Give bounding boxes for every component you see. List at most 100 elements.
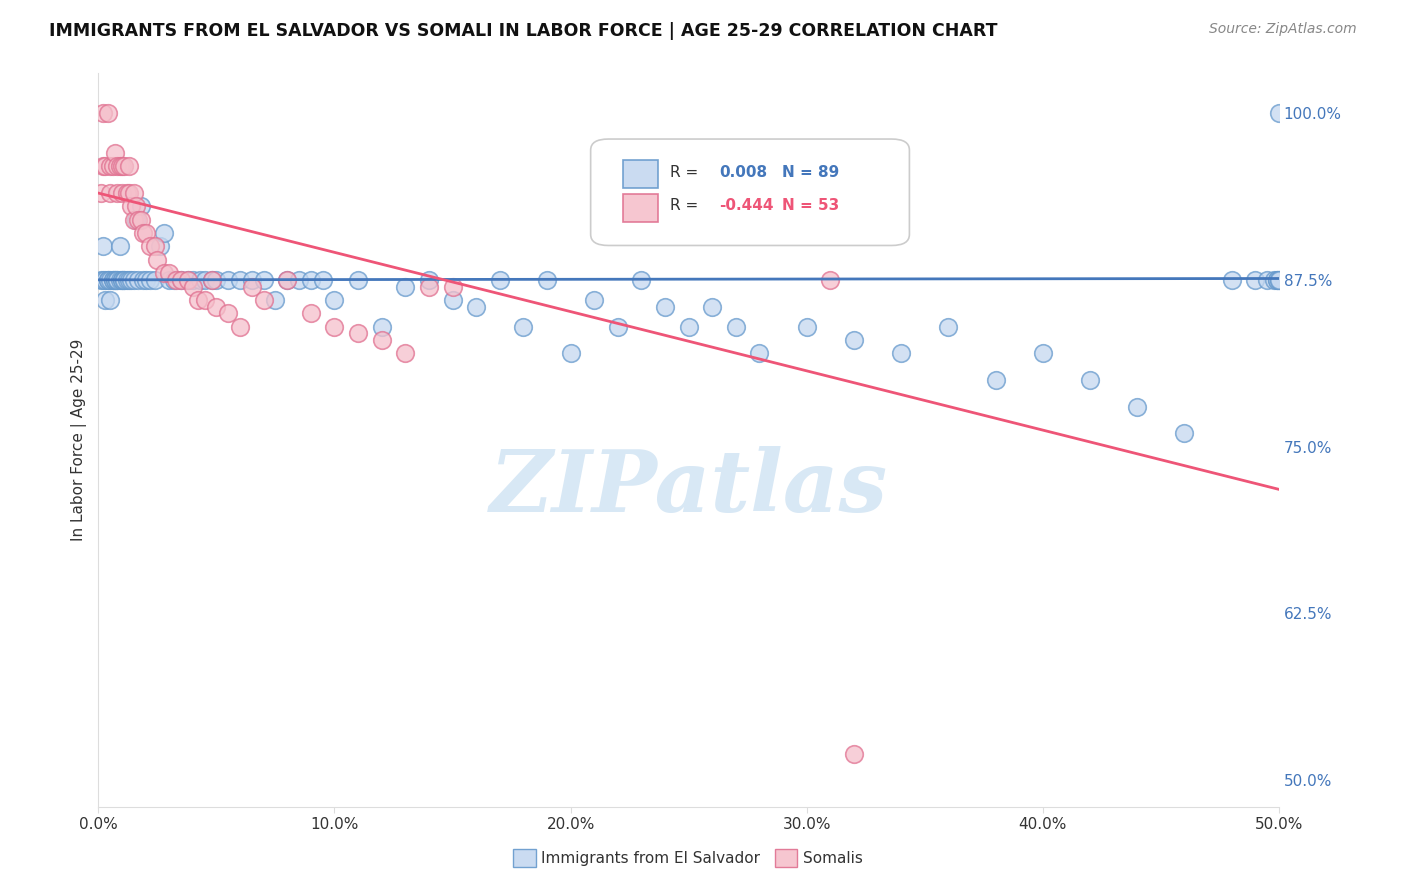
Text: IMMIGRANTS FROM EL SALVADOR VS SOMALI IN LABOR FORCE | AGE 25-29 CORRELATION CHA: IMMIGRANTS FROM EL SALVADOR VS SOMALI IN… (49, 22, 998, 40)
FancyBboxPatch shape (591, 139, 910, 245)
Point (132, 273, 155, 287)
Point (1032, 346, 1054, 360)
Point (127, 273, 149, 287)
Point (97, 106, 120, 120)
Point (91, 106, 114, 120)
Bar (775, 849, 797, 867)
Point (842, 333, 865, 347)
Point (157, 266, 180, 280)
Point (441, 293, 464, 307)
Point (170, 273, 193, 287)
Point (1256, 273, 1278, 287)
Point (165, 273, 187, 287)
Point (90, 186, 112, 200)
Point (1268, 273, 1291, 287)
Point (120, 199, 142, 213)
Point (98, 293, 121, 307)
Point (654, 300, 676, 314)
Point (94, 293, 117, 307)
Point (127, 212, 149, 227)
Point (418, 279, 440, 293)
Point (194, 293, 217, 307)
Point (678, 319, 700, 334)
Point (98, 186, 121, 200)
Point (129, 199, 152, 213)
Point (149, 239, 172, 253)
Point (91, 239, 114, 253)
Text: N = 89: N = 89 (782, 164, 839, 179)
Point (630, 273, 652, 287)
Point (441, 279, 464, 293)
Point (91, 273, 114, 287)
Point (105, 186, 128, 200)
Point (201, 273, 224, 287)
Point (101, 273, 124, 287)
Point (105, 273, 128, 287)
Point (842, 747, 865, 761)
Point (1265, 273, 1288, 287)
Point (153, 266, 176, 280)
Point (229, 273, 252, 287)
Point (938, 319, 960, 334)
Point (299, 273, 322, 287)
Point (1078, 373, 1101, 387)
Point (1126, 400, 1149, 414)
Point (512, 319, 534, 334)
Point (1173, 426, 1195, 441)
Point (820, 273, 842, 287)
Point (583, 293, 606, 307)
Point (188, 273, 211, 287)
Point (104, 273, 127, 287)
Point (311, 273, 333, 287)
Text: ZIPatlas: ZIPatlas (489, 446, 887, 530)
Point (323, 319, 346, 334)
Point (139, 273, 162, 287)
Point (370, 319, 392, 334)
Point (163, 273, 186, 287)
Text: Source: ZipAtlas.com: Source: ZipAtlas.com (1209, 22, 1357, 37)
Point (347, 273, 370, 287)
Point (288, 273, 311, 287)
Point (122, 273, 145, 287)
Point (153, 226, 176, 240)
Point (276, 273, 298, 287)
Point (118, 273, 141, 287)
Point (122, 212, 145, 227)
Point (115, 273, 138, 287)
Point (181, 273, 204, 287)
Point (146, 252, 169, 267)
Point (120, 273, 142, 287)
Point (347, 326, 370, 341)
Point (890, 346, 912, 360)
Text: Immigrants from El Salvador: Immigrants from El Salvador (541, 851, 761, 865)
Point (94, 160, 117, 174)
Point (111, 186, 134, 200)
Point (205, 300, 228, 314)
Point (108, 239, 131, 253)
Point (143, 273, 166, 287)
Point (217, 306, 239, 320)
Point (104, 273, 127, 287)
Text: N = 53: N = 53 (782, 198, 839, 213)
Point (465, 300, 488, 314)
Point (253, 273, 276, 287)
Point (201, 273, 224, 287)
Point (98, 160, 121, 174)
Bar (623, 194, 658, 222)
Point (98, 273, 121, 287)
Point (240, 273, 263, 287)
Point (1244, 273, 1267, 287)
Point (112, 273, 135, 287)
Point (129, 212, 152, 227)
Point (118, 160, 141, 174)
Point (181, 279, 204, 293)
Point (1268, 106, 1291, 120)
Point (157, 273, 180, 287)
Point (91, 160, 114, 174)
Point (112, 273, 135, 287)
Point (101, 273, 124, 287)
Point (240, 279, 263, 293)
Point (177, 273, 200, 287)
Point (108, 273, 131, 287)
Point (125, 212, 148, 227)
